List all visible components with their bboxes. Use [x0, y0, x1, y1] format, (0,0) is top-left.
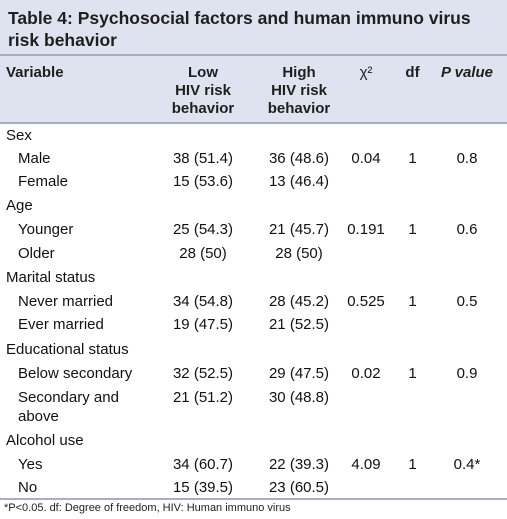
low-risk-value: 25 (54.3)	[172, 221, 234, 238]
category-row: Marital status	[0, 266, 507, 289]
low-risk-value: 15 (39.5)	[172, 479, 234, 496]
low-risk-value: 38 (51.4)	[172, 150, 234, 167]
p-value: 0.8	[456, 150, 478, 167]
table-row: Below secondary 32 (52.5) 29 (47.5) 0.02…	[0, 362, 507, 385]
table-row: Never married 34 (54.8) 28 (45.2) 0.525 …	[0, 290, 507, 313]
low-risk-value: 32 (52.5)	[172, 365, 234, 382]
category-label: Alcohol use	[6, 432, 84, 449]
table-title-band: Table 4: Psychosocial factors and human …	[0, 0, 507, 56]
df-value: 1	[408, 150, 417, 167]
high-risk-value: 30 (48.8)	[268, 389, 330, 406]
high-risk-value: 28 (45.2)	[268, 293, 330, 310]
low-risk-value: 34 (60.7)	[172, 456, 234, 473]
row-label: Younger	[18, 221, 74, 238]
high-risk-value: 28 (50)	[275, 245, 323, 262]
header-low-risk: Low HIV risk behavior	[171, 64, 235, 117]
table-row: Older 28 (50) 28 (50)	[0, 242, 507, 265]
row-label: Female	[18, 173, 69, 190]
high-risk-value: 13 (46.4)	[268, 173, 330, 190]
category-label: Age	[6, 197, 33, 214]
header-variable: Variable	[6, 64, 64, 81]
category-row: Educational status	[0, 338, 507, 361]
high-risk-value: 29 (47.5)	[268, 365, 330, 382]
p-value: 0.4*	[453, 456, 481, 473]
category-row: Age	[0, 194, 507, 217]
chi-square-value: 0.525	[347, 293, 385, 310]
table-row: Yes 34 (60.7) 22 (39.3) 4.09 1 0.4*	[0, 453, 507, 476]
table-row: No 15 (39.5) 23 (60.5)	[0, 476, 507, 499]
df-value: 1	[408, 365, 417, 382]
table-row: Male 38 (51.4) 36 (48.6) 0.04 1 0.8	[0, 147, 507, 170]
p-value: 0.5	[456, 293, 478, 310]
low-risk-value: 21 (51.2)	[172, 389, 234, 406]
chi-square-value: 0.02	[351, 365, 381, 382]
category-row: Alcohol use	[0, 429, 507, 452]
table-bottom-rule	[0, 498, 507, 500]
row-label: Male	[18, 150, 51, 167]
p-value: 0.9	[456, 365, 478, 382]
row-label: Yes	[18, 456, 43, 473]
header-chi-square: χ²	[359, 64, 373, 81]
row-label: Never married	[18, 293, 114, 310]
chi-square-value: 0.04	[351, 150, 381, 167]
category-row: Sex	[0, 124, 507, 147]
high-risk-value: 21 (45.7)	[268, 221, 330, 238]
high-risk-value: 21 (52.5)	[268, 316, 330, 333]
table-row: Secondary and above 21 (51.2) 30 (48.8)	[0, 386, 507, 432]
table-row: Ever married 19 (47.5) 21 (52.5)	[0, 313, 507, 336]
table-row: Younger 25 (54.3) 21 (45.7) 0.191 1 0.6	[0, 218, 507, 241]
category-label: Educational status	[6, 341, 129, 358]
table-title: Table 4: Psychosocial factors and human …	[8, 8, 471, 50]
row-label: Older	[18, 245, 55, 262]
header-high-risk: High HIV risk behavior	[267, 64, 331, 117]
df-value: 1	[408, 456, 417, 473]
row-label: Secondary and above	[18, 389, 119, 425]
table-header: Variable Low HIV risk behavior High HIV …	[0, 56, 507, 124]
high-risk-value: 22 (39.3)	[268, 456, 330, 473]
df-value: 1	[408, 293, 417, 310]
df-value: 1	[408, 221, 417, 238]
row-label: Ever married	[18, 316, 104, 333]
header-df: df	[405, 64, 420, 81]
low-risk-value: 28 (50)	[179, 245, 227, 262]
low-risk-value: 15 (53.6)	[172, 173, 234, 190]
category-label: Marital status	[6, 269, 96, 286]
low-risk-value: 19 (47.5)	[172, 316, 234, 333]
chi-square-value: 4.09	[351, 456, 381, 473]
high-risk-value: 23 (60.5)	[268, 479, 330, 496]
low-risk-value: 34 (54.8)	[172, 293, 234, 310]
header-p-value: P value	[441, 64, 493, 81]
category-label: Sex	[6, 127, 32, 144]
p-value: 0.6	[456, 221, 478, 238]
row-label: No	[18, 479, 38, 496]
chi-square-value: 0.191	[347, 221, 385, 238]
table-footnote: *P<0.05. df: Degree of freedom, HIV: Hum…	[4, 502, 291, 514]
table-row: Female 15 (53.6) 13 (46.4)	[0, 170, 507, 193]
high-risk-value: 36 (48.6)	[268, 150, 330, 167]
row-label: Below secondary	[18, 365, 133, 382]
